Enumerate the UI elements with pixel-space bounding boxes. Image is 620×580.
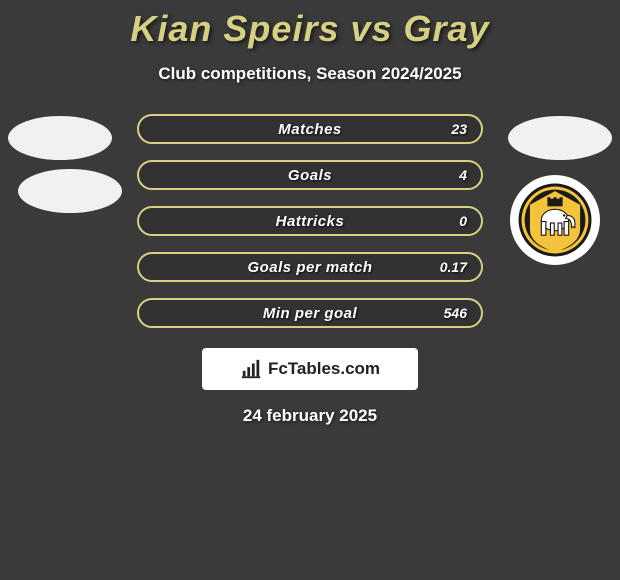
stat-row-goals-per-match: Goals per match 0.17 <box>137 252 483 282</box>
stat-value-right: 4 <box>459 167 467 183</box>
stat-value-right: 546 <box>444 305 467 321</box>
page-subtitle: Club competitions, Season 2024/2025 <box>0 64 620 84</box>
player-left-slot-2 <box>18 169 122 213</box>
bar-chart-icon <box>240 358 262 380</box>
stat-label: Min per goal <box>263 305 357 322</box>
club-crest-icon <box>517 182 593 258</box>
stat-label: Goals per match <box>247 259 372 276</box>
stat-value-right: 23 <box>451 121 467 137</box>
stat-row-min-per-goal: Min per goal 546 <box>137 298 483 328</box>
date-label: 24 february 2025 <box>0 406 620 426</box>
club-badge-right <box>510 175 600 265</box>
stats-table: Matches 23 Goals 4 Hattricks 0 Goals per… <box>137 114 483 328</box>
stat-row-hattricks: Hattricks 0 <box>137 206 483 236</box>
page-title: Kian Speirs vs Gray <box>0 0 620 50</box>
stat-label: Goals <box>288 167 332 184</box>
stat-label: Matches <box>278 121 342 138</box>
stat-label: Hattricks <box>276 213 345 230</box>
player-left-slot-1 <box>8 116 112 160</box>
stat-value-right: 0.17 <box>440 259 467 275</box>
watermark-text: FcTables.com <box>268 359 380 379</box>
stat-row-matches: Matches 23 <box>137 114 483 144</box>
watermark[interactable]: FcTables.com <box>202 348 418 390</box>
stat-value-right: 0 <box>459 213 467 229</box>
player-right-slot-1 <box>508 116 612 160</box>
stat-row-goals: Goals 4 <box>137 160 483 190</box>
